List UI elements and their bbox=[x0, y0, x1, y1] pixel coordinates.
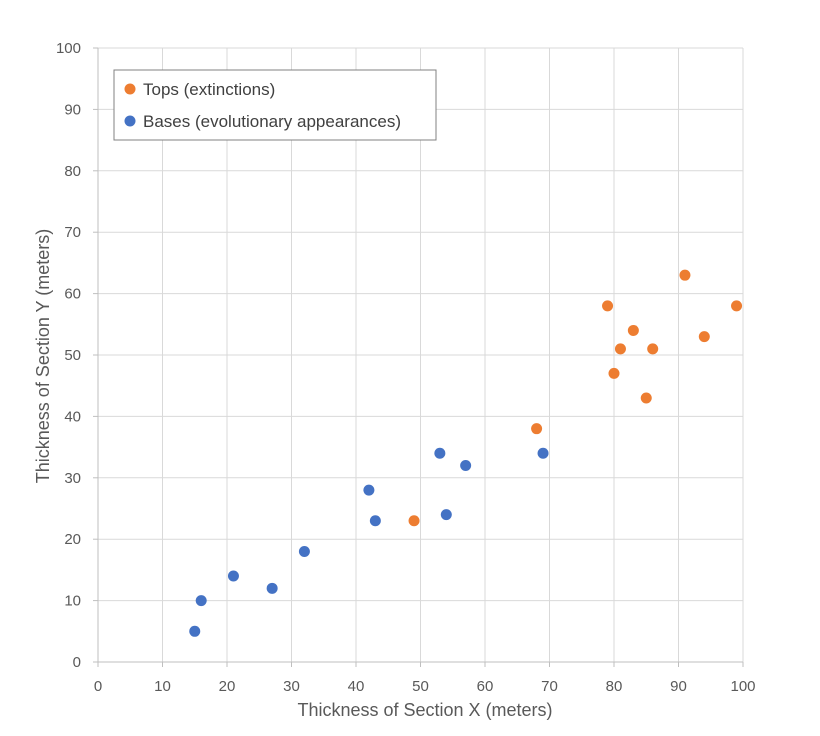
y-tick-label-70: 70 bbox=[64, 224, 81, 241]
legend-items: Tops (extinctions) Bases (evolutionary ap… bbox=[124, 80, 401, 131]
legend: Tops (extinctions) Bases (evolutionary ap… bbox=[113, 69, 437, 141]
y-tick-label-40: 40 bbox=[64, 408, 81, 425]
x-tick-label-50: 50 bbox=[412, 678, 429, 695]
x-tick-label-10: 10 bbox=[154, 678, 171, 695]
x-tick-label-0: 0 bbox=[94, 678, 102, 695]
legend-marker-1 bbox=[124, 115, 136, 127]
data-point-series1-6 bbox=[369, 515, 381, 527]
y-tick-label-100: 100 bbox=[56, 40, 81, 57]
x-tick-label-20: 20 bbox=[219, 678, 236, 695]
y-tick-label-20: 20 bbox=[64, 531, 81, 548]
data-point-series0-6 bbox=[640, 392, 652, 404]
data-point-series0-1 bbox=[531, 423, 543, 435]
x-tick-label-60: 60 bbox=[477, 678, 494, 695]
y-tick-label-10: 10 bbox=[64, 593, 81, 610]
data-point-series1-9 bbox=[460, 460, 472, 472]
y-tick-label-80: 80 bbox=[64, 163, 81, 180]
data-point-series0-5 bbox=[627, 324, 639, 336]
series-0-points bbox=[408, 269, 743, 527]
data-point-series1-7 bbox=[434, 447, 446, 459]
data-point-series0-4 bbox=[614, 343, 626, 355]
x-tick-label-40: 40 bbox=[348, 678, 365, 695]
data-point-series1-10 bbox=[537, 447, 549, 459]
x-axis-title: Thickness of Section X (meters) bbox=[297, 700, 552, 720]
x-tick-label-70: 70 bbox=[541, 678, 558, 695]
y-tick-label-0: 0 bbox=[73, 654, 81, 671]
series-1-points bbox=[189, 447, 549, 637]
data-point-series0-0 bbox=[408, 515, 420, 527]
data-point-series0-7 bbox=[647, 343, 659, 355]
x-tick-label-30: 30 bbox=[283, 678, 300, 695]
legend-marker-0 bbox=[124, 83, 136, 95]
x-tick-label-100: 100 bbox=[730, 678, 755, 695]
data-point-series1-4 bbox=[298, 545, 310, 557]
data-point-series0-8 bbox=[679, 269, 691, 281]
y-axis-title: Thickness of Section Y (meters) bbox=[33, 229, 53, 483]
y-tick-label-60: 60 bbox=[64, 286, 81, 303]
data-point-series0-9 bbox=[698, 331, 710, 343]
legend-box bbox=[113, 69, 437, 141]
data-point-series1-3 bbox=[266, 582, 278, 594]
y-tick-label-50: 50 bbox=[64, 347, 81, 364]
data-point-series1-5 bbox=[363, 484, 375, 496]
tick-labels: 0 10 20 30 40 50 60 70 80 90 100 0 10 20 30 40 50 60 70 80 9… bbox=[56, 40, 756, 695]
legend-label-0: Tops (extinctions) bbox=[143, 80, 275, 99]
data-point-series1-1 bbox=[195, 595, 207, 607]
x-tick-label-80: 80 bbox=[606, 678, 623, 695]
legend-label-1: Bases (evolutionary appearances) bbox=[143, 112, 401, 131]
axes bbox=[93, 47, 744, 667]
y-tick-label-90: 90 bbox=[64, 101, 81, 118]
data-points bbox=[189, 269, 743, 637]
data-point-series1-2 bbox=[227, 570, 239, 582]
data-point-series0-2 bbox=[602, 300, 614, 312]
data-point-series1-0 bbox=[189, 625, 201, 637]
y-tick-label-30: 30 bbox=[64, 470, 81, 487]
x-tick-label-90: 90 bbox=[670, 678, 687, 695]
data-point-series1-8 bbox=[440, 509, 452, 521]
data-point-series0-10 bbox=[731, 300, 743, 312]
data-point-series0-3 bbox=[608, 367, 620, 379]
